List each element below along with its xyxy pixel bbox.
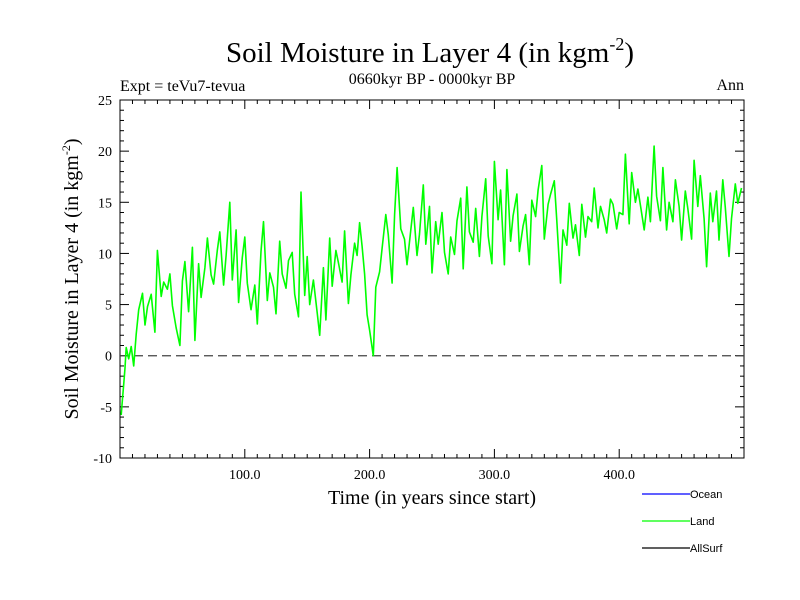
y-tick-label: 0 [105, 350, 112, 365]
experiment-label: Expt = teVu7-tevua [120, 78, 245, 95]
legend-label: Ocean [690, 489, 722, 501]
chart-title-close: ) [624, 37, 634, 69]
y-axis-label-superscript: -2 [59, 145, 73, 155]
legend: Ocean Land AllSurf [642, 489, 723, 555]
y-tick-label: 25 [98, 94, 112, 109]
y-axis-label-main: Soil Moisture in Layer 4 (in kgm [61, 155, 83, 420]
x-tick-label: 400.0 [603, 468, 635, 483]
y-tick-label: 15 [98, 196, 112, 211]
legend-label: AllSurf [690, 543, 723, 555]
y-tick-label: -10 [93, 452, 112, 467]
series-line-land [120, 145, 743, 416]
y-tick-label: 5 [105, 299, 112, 314]
legend-item-ocean: Ocean [642, 489, 722, 501]
y-tick-label: 20 [98, 145, 112, 160]
season-label: Ann [716, 77, 744, 94]
x-tick-label: 300.0 [479, 468, 511, 483]
time-range-label: 0660kyr BP - 0000kyr BP [349, 71, 516, 88]
chart-title-superscript: -2 [609, 34, 624, 54]
chart-title-main: Soil Moisture in Layer 4 (in kgm [226, 37, 610, 69]
y-axis-label: Soil Moisture in Layer 4 (in kgm-2) [59, 138, 83, 419]
x-axis-label: Time (in years since start) [328, 487, 536, 509]
x-tick-labels: 100.0 200.0 300.0 400.0 [229, 468, 635, 483]
y-tick-label: 10 [98, 247, 112, 262]
legend-item-land: Land [642, 516, 714, 528]
data-series [120, 145, 743, 416]
y-tick-label: -5 [100, 401, 112, 416]
chart-title: Soil Moisture in Layer 4 (in kgm-2) [226, 34, 634, 69]
y-axis-label-close: ) [61, 138, 83, 145]
legend-label: Land [690, 516, 714, 528]
x-tick-label: 200.0 [354, 468, 386, 483]
legend-item-allsurf: AllSurf [642, 543, 723, 555]
y-tick-labels: -10 -5 0 5 10 15 20 25 [93, 94, 112, 467]
x-tick-label: 100.0 [229, 468, 261, 483]
